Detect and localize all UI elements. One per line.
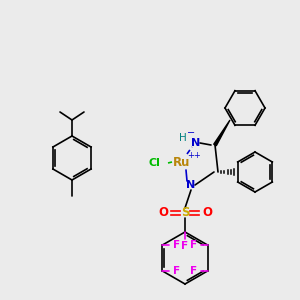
- Text: F: F: [190, 240, 197, 250]
- Text: O: O: [202, 206, 212, 220]
- Text: N: N: [191, 138, 201, 148]
- Text: F: F: [190, 266, 197, 276]
- Text: F: F: [173, 240, 180, 250]
- Text: Ru: Ru: [173, 155, 191, 169]
- Text: N: N: [186, 180, 196, 190]
- Text: O: O: [158, 206, 168, 220]
- Text: Cl: Cl: [148, 158, 160, 168]
- Text: ++: ++: [187, 152, 201, 160]
- Polygon shape: [214, 120, 230, 146]
- Text: −: −: [187, 128, 195, 138]
- Text: F: F: [182, 241, 189, 251]
- Text: S: S: [181, 206, 189, 220]
- Text: F: F: [173, 266, 180, 276]
- Text: H: H: [179, 133, 187, 143]
